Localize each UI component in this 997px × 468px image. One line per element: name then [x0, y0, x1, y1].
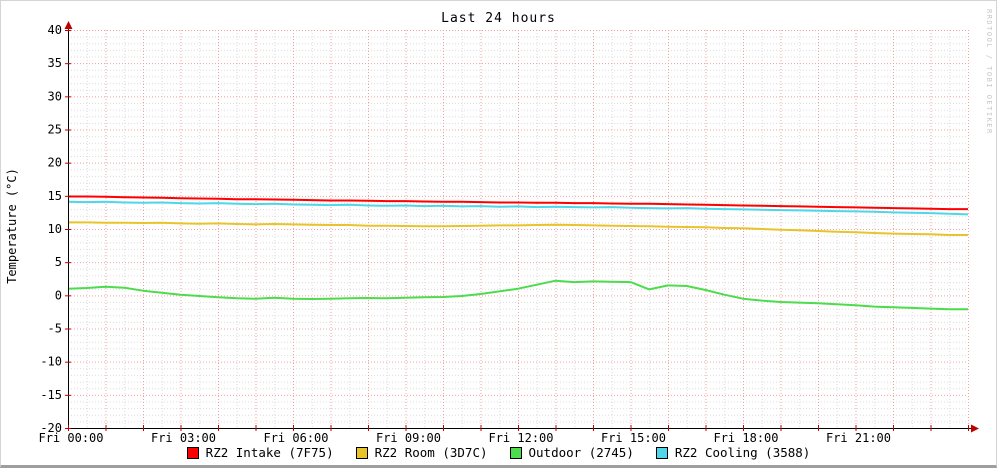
x-tick-label: Fri 18:00	[713, 431, 778, 445]
y-tick-label: -20	[40, 421, 62, 435]
legend-item: RZ2 Intake (7F75)	[186, 445, 334, 460]
chart-legend: RZ2 Intake (7F75) RZ2 Room (3D7C) Outdoor …	[1, 445, 996, 460]
legend-color-swatch	[509, 446, 522, 459]
x-tick-label: Fri 09:00	[376, 431, 441, 445]
y-tick-label: 40	[48, 23, 62, 37]
legend-color-swatch	[655, 446, 668, 459]
legend-color-swatch	[186, 446, 199, 459]
y-tick-label: -5	[48, 322, 62, 336]
legend-item: RZ2 Cooling (3588)	[655, 445, 811, 460]
y-tick-label: 25	[48, 123, 62, 137]
legend-item: RZ2 Room (3D7C)	[355, 445, 488, 460]
legend-item: Outdoor (2745)	[509, 445, 634, 460]
legend-label: RZ2 Room (3D7C)	[374, 445, 488, 460]
legend-label: RZ2 Intake (7F75)	[205, 445, 334, 460]
y-tick-label: 20	[48, 156, 62, 170]
y-tick-label: 10	[48, 222, 62, 236]
temperature-chart-plot: -20 -15 -10 -5 0 5 10 15 20 25 30 35 40 Fri 00:00 Fri …	[38, 21, 979, 445]
legend-label: RZ2 Cooling (3588)	[674, 445, 811, 460]
y-tick-label: -15	[40, 388, 62, 402]
x-tick-label: Fri 06:00	[263, 431, 328, 445]
y-tick-label: -10	[40, 355, 62, 369]
y-tick-label: 35	[48, 56, 62, 70]
x-tick-label: Fri 12:00	[488, 431, 553, 445]
chart-title: Last 24 hours	[441, 11, 556, 26]
rrdtool-watermark: RRDTOOL / TOBI OETIKER	[985, 9, 993, 135]
y-tick-label: 30	[48, 89, 62, 103]
legend-label: Outdoor (2745)	[528, 445, 634, 460]
legend-color-swatch	[355, 446, 368, 459]
x-tick-label: Fri 15:00	[601, 431, 666, 445]
x-tick-label: Fri 00:00	[38, 431, 103, 445]
x-tick-label: Fri 21:00	[826, 431, 891, 445]
y-tick-label: 0	[55, 288, 62, 302]
y-tick-label: 5	[55, 255, 62, 269]
y-tick-label: 15	[48, 189, 62, 203]
x-tick-label: Fri 03:00	[151, 431, 216, 445]
